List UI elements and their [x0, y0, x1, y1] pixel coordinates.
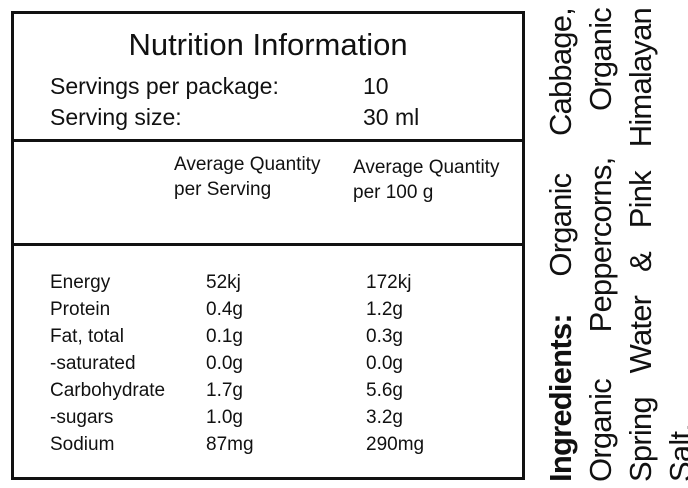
nutrient-per-serving: 0.1g	[206, 326, 243, 347]
nutrient-per-100g: 1.2g	[366, 299, 403, 320]
nutrient-per-serving: 1.0g	[206, 407, 243, 428]
nutrient-per-serving: 0.0g	[206, 353, 243, 374]
nutrient-per-100g: 290mg	[366, 434, 425, 455]
nutrient-name: -sugars	[50, 407, 114, 428]
serving-size-value: 30 ml	[363, 104, 420, 130]
nutrient-name: -saturated	[50, 353, 136, 374]
nutrient-per-serving: 1.7g	[206, 380, 243, 401]
divider-top	[14, 139, 522, 142]
nutrient-per-100g: 172kj	[366, 272, 412, 293]
ingredients-label: Ingredients:	[543, 314, 578, 482]
nutrient-name: Carbohydrate	[50, 380, 166, 401]
servings-value: 10	[363, 73, 389, 99]
nutrient-name: Energy	[50, 272, 111, 293]
nutrition-panel: Nutrition Information Servings per packa…	[11, 11, 525, 480]
divider-bottom	[14, 243, 522, 246]
column-header-per-100g: Average Quantity per 100 g	[353, 157, 500, 203]
servings-label: Servings per package:	[50, 73, 279, 99]
serving-size-label: Serving size:	[50, 104, 182, 130]
nutrient-per-100g: 3.2g	[366, 407, 403, 428]
nutrient-per-100g: 5.6g	[366, 380, 403, 401]
nutrient-name: Sodium	[50, 434, 115, 455]
nutrient-per-serving: 0.4g	[206, 299, 243, 320]
column-header-per-serving: Average Quantity per Serving	[174, 154, 321, 200]
nutrient-name: Protein	[50, 299, 111, 320]
nutrition-title: Nutrition Information	[128, 27, 408, 62]
nutrient-per-100g: 0.0g	[366, 353, 403, 374]
ingredients-text: Ingredients: Organic Cabbage, Organic Pe…	[533, 0, 688, 488]
nutrient-name: Fat, total	[50, 326, 124, 347]
nutrient-per-serving: 87mg	[206, 434, 254, 455]
nutrient-per-serving: 52kj	[206, 272, 241, 293]
nutrient-per-100g: 0.3g	[366, 326, 403, 347]
